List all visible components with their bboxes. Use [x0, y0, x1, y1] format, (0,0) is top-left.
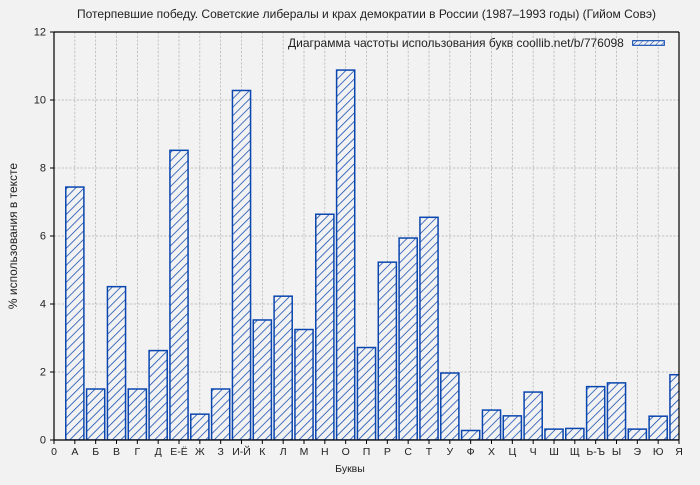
svg-text:И-Й: И-Й	[232, 445, 251, 458]
svg-text:Е-Ё: Е-Ё	[170, 446, 188, 458]
svg-text:Л: Л	[280, 446, 287, 458]
svg-text:6: 6	[40, 231, 46, 243]
svg-text:З: З	[217, 446, 223, 458]
svg-text:В: В	[113, 446, 120, 458]
svg-text:Х: Х	[488, 446, 495, 458]
svg-text:С: С	[404, 446, 412, 458]
svg-text:Щ: Щ	[570, 446, 580, 458]
svg-text:Т: Т	[426, 446, 433, 458]
svg-text:Н: Н	[321, 446, 329, 458]
svg-text:М: М	[300, 446, 309, 458]
svg-text:Ж: Ж	[195, 446, 205, 458]
svg-text:К: К	[259, 446, 266, 458]
svg-text:4: 4	[40, 299, 46, 311]
svg-text:У: У	[446, 446, 453, 458]
svg-text:П: П	[363, 446, 371, 458]
svg-text:12: 12	[34, 27, 46, 39]
svg-text:Д: Д	[155, 446, 162, 458]
svg-text:Э: Э	[634, 446, 642, 458]
svg-text:2: 2	[40, 367, 46, 379]
svg-text:0: 0	[40, 435, 46, 447]
svg-text:Б: Б	[92, 446, 99, 458]
svg-text:10: 10	[34, 95, 46, 107]
svg-text:Ь-Ъ: Ь-Ъ	[586, 446, 605, 458]
svg-text:Р: Р	[384, 446, 391, 458]
svg-text:Ю: Ю	[653, 446, 664, 458]
svg-text:Ш: Ш	[549, 446, 559, 458]
svg-text:0: 0	[51, 446, 57, 458]
svg-text:Ц: Ц	[508, 446, 516, 458]
svg-text:8: 8	[40, 163, 46, 175]
svg-text:Ы: Ы	[612, 446, 621, 458]
svg-text:Ч: Ч	[530, 446, 537, 458]
svg-text:Г: Г	[134, 446, 140, 458]
svg-text:Ф: Ф	[467, 446, 475, 458]
svg-text:Я: Я	[675, 446, 683, 458]
svg-text:А: А	[71, 446, 78, 458]
svg-text:О: О	[342, 446, 350, 458]
